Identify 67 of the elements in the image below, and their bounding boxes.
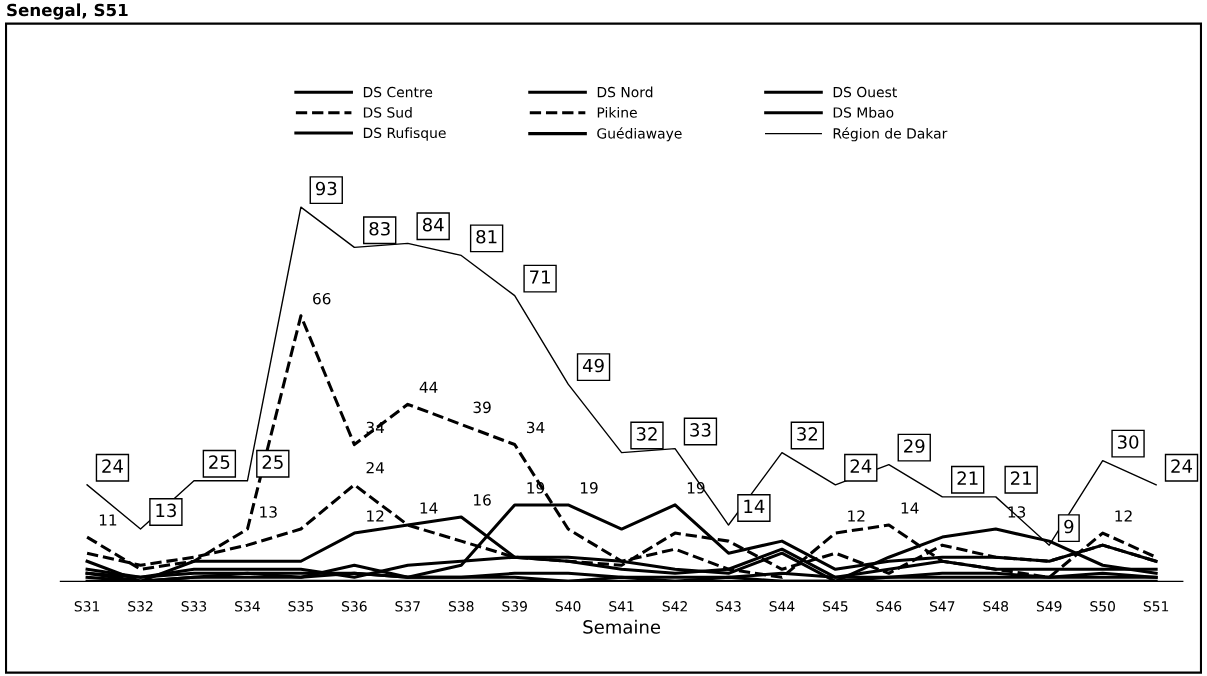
legend-label: DS Sud [363, 106, 412, 118]
data-label: 12 [848, 510, 865, 522]
data-label: 39 [473, 401, 491, 414]
x-tick-label: S42 [662, 601, 687, 612]
x-tick-label: S39 [502, 601, 527, 612]
data-label: 24 [366, 461, 385, 474]
data-label: 32 [797, 427, 818, 441]
legend-label: Guédiawaye [597, 127, 682, 142]
x-tick-label: S32 [128, 601, 153, 612]
x-tick-label: S46 [876, 601, 902, 612]
data-label: 14 [901, 502, 919, 514]
x-tick-label: S31 [74, 601, 100, 612]
data-label: 84 [422, 217, 444, 232]
data-label: 11 [99, 514, 117, 526]
data-label: 19 [580, 482, 598, 494]
data-label: 25 [209, 455, 230, 469]
x-tick-label: S44 [769, 601, 795, 612]
data-label: 14 [420, 502, 438, 514]
x-tick-label: S49 [1036, 601, 1062, 612]
legend-label: Région de Dakar [833, 127, 948, 142]
x-tick-label: S34 [235, 601, 260, 612]
data-label: 29 [904, 439, 925, 453]
legend-label: Pikine [597, 106, 637, 118]
data-label: 14 [744, 499, 765, 513]
x-tick-label: S48 [983, 601, 1009, 612]
x-tick-label: S36 [342, 601, 367, 612]
data-label: 81 [476, 229, 497, 244]
legend-label: DS Nord [597, 86, 653, 98]
legend-label: DS Ouest [833, 86, 897, 98]
x-tick-label: S47 [929, 601, 955, 612]
x-tick-label: S35 [288, 601, 313, 612]
x-tick-label: S38 [448, 601, 474, 612]
x-tick-label: S37 [395, 601, 420, 612]
data-label: 83 [369, 221, 390, 236]
legend-label: DS Centre [363, 86, 433, 98]
data-label: 12 [1115, 510, 1132, 522]
x-axis-title: Semaine [583, 619, 661, 634]
data-label: 30 [1117, 435, 1139, 449]
data-label: 12 [367, 510, 384, 522]
data-label: 24 [850, 459, 872, 473]
data-label: 34 [526, 421, 545, 434]
x-tick-label: S51 [1143, 601, 1169, 612]
data-label: 16 [474, 494, 491, 506]
data-label: 13 [156, 503, 176, 518]
data-label: 66 [313, 292, 331, 305]
data-label: 9 [1064, 519, 1074, 534]
data-label: 49 [582, 358, 604, 373]
data-label: 32 [636, 427, 657, 441]
legend-label: DS Rufisque [363, 127, 446, 141]
data-label: 13 [260, 506, 277, 518]
data-label: 44 [419, 381, 438, 393]
x-tick-label: S50 [1090, 601, 1115, 612]
data-label: 25 [262, 455, 283, 469]
x-tick-label: S43 [716, 601, 741, 612]
x-tick-label: S41 [609, 601, 634, 612]
legend-label: DS Mbao [833, 106, 894, 118]
data-label: 33 [690, 423, 711, 437]
data-label: 21 [957, 471, 978, 485]
chart-title: Senegal, S51 [7, 3, 128, 20]
data-label: 71 [530, 270, 550, 284]
x-tick-label: S45 [823, 601, 848, 612]
data-label: 93 [315, 181, 337, 196]
data-label: 24 [1171, 459, 1192, 473]
data-label: 21 [1010, 471, 1031, 485]
data-label: 24 [102, 459, 123, 473]
x-tick-label: S33 [181, 601, 207, 612]
x-tick-label: S40 [555, 601, 581, 612]
